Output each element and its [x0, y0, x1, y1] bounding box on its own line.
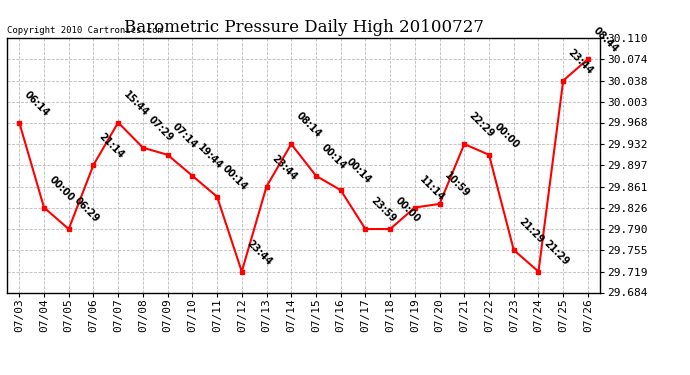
- Text: 23:44: 23:44: [245, 238, 274, 267]
- Text: 00:00: 00:00: [47, 174, 76, 203]
- Text: 00:00: 00:00: [393, 195, 422, 225]
- Text: 21:29: 21:29: [517, 216, 546, 245]
- Text: 00:00: 00:00: [492, 121, 521, 150]
- Text: 11:14: 11:14: [418, 174, 447, 203]
- Text: 23:44: 23:44: [566, 47, 595, 76]
- Text: 23:44: 23:44: [270, 153, 299, 182]
- Text: 19:44: 19:44: [195, 142, 224, 171]
- Text: Copyright 2010 Cartronics.com: Copyright 2010 Cartronics.com: [7, 26, 163, 35]
- Text: 22:29: 22:29: [467, 111, 496, 140]
- Text: 00:14: 00:14: [319, 142, 348, 171]
- Text: 21:29: 21:29: [542, 238, 571, 267]
- Text: 06:14: 06:14: [22, 89, 51, 118]
- Text: 15:44: 15:44: [121, 89, 150, 118]
- Text: 23:59: 23:59: [368, 195, 397, 225]
- Title: Barometric Pressure Daily High 20100727: Barometric Pressure Daily High 20100727: [124, 19, 484, 36]
- Text: 00:14: 00:14: [220, 163, 249, 192]
- Text: 07:29: 07:29: [146, 114, 175, 143]
- Text: 10:59: 10:59: [442, 170, 471, 200]
- Text: 08:44: 08:44: [591, 26, 620, 54]
- Text: 06:29: 06:29: [72, 195, 101, 225]
- Text: 00:14: 00:14: [344, 156, 373, 186]
- Text: 08:14: 08:14: [294, 110, 324, 140]
- Text: 21:14: 21:14: [97, 131, 126, 160]
- Text: 07:14: 07:14: [170, 121, 199, 150]
